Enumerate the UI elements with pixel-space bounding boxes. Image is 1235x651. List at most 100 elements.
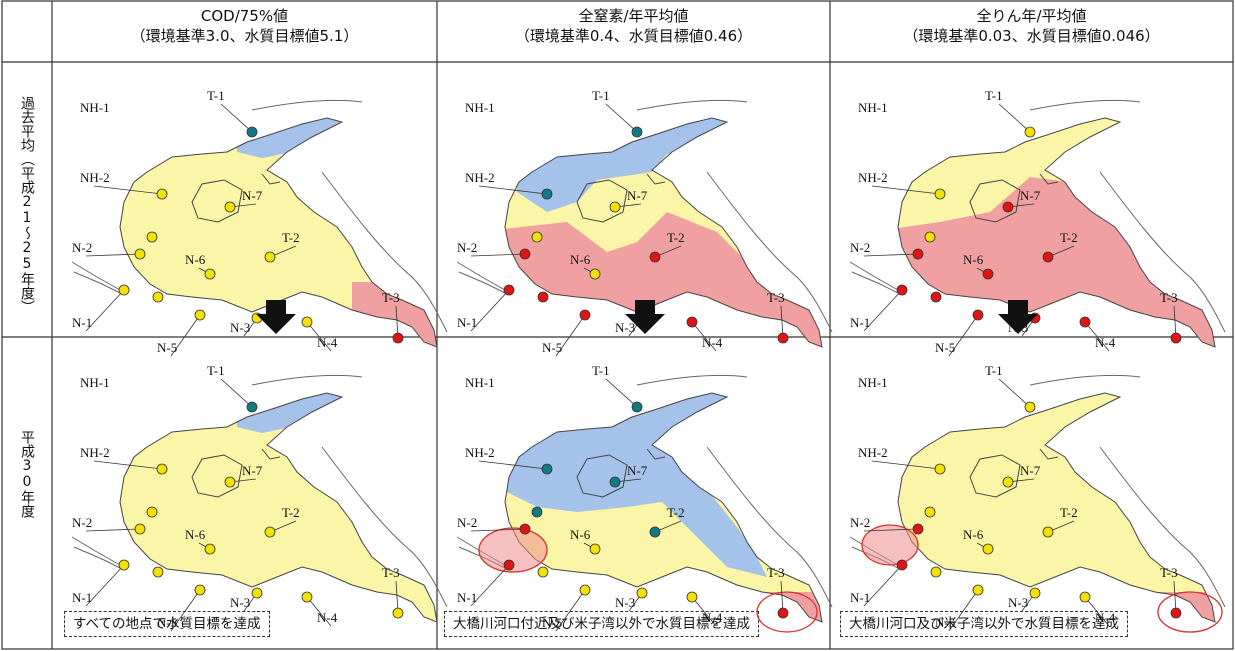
map-cod-fy30: NH-1 T-1 NH-2 N-7 T-2 N-2 N-6 T-3 N-1 N-5 N-3 N-4 <box>71 363 448 632</box>
coastline <box>321 171 448 333</box>
station-label-n-4: N-4 <box>1095 610 1116 625</box>
station-dot <box>224 201 236 213</box>
station-label-n-1: N-1 <box>72 590 92 605</box>
station-label-n-4: N-4 <box>702 610 723 625</box>
station-dot <box>246 401 258 413</box>
station-label-n-5: N-5 <box>935 615 955 630</box>
station-label-t-2: T-2 <box>282 230 300 245</box>
station-dot <box>541 188 553 200</box>
station-label-t-3: T-3 <box>382 565 400 580</box>
station-label-nh-2: NH-2 <box>465 445 495 460</box>
station-label-t-2: T-2 <box>1060 505 1078 520</box>
station-label-n-3: N-3 <box>615 595 635 610</box>
station-dot <box>1029 587 1041 599</box>
station-dot <box>224 476 236 488</box>
station-dot <box>777 332 789 344</box>
island-outline <box>191 179 243 223</box>
station-dot <box>246 126 258 138</box>
station-label-n-5: N-5 <box>542 340 562 355</box>
column-header-phosphorus: 全りん年/平均値 （環境基準0.03、水質目標値0.046） <box>830 6 1233 46</box>
station-label-n-1: N-1 <box>457 315 477 330</box>
station-label-n-3: N-3 <box>230 595 250 610</box>
station-dot <box>392 332 404 344</box>
station-label-n-5: N-5 <box>157 615 177 630</box>
station-label-n-1: N-1 <box>850 315 870 330</box>
exceedance-highlight <box>861 524 919 566</box>
station-dot <box>531 231 543 243</box>
station-dot <box>1042 526 1054 538</box>
station-dot <box>934 188 946 200</box>
station-label-t-3: T-3 <box>767 565 785 580</box>
station-label-n-4: N-4 <box>317 610 338 625</box>
station-dot <box>519 248 531 260</box>
station-dot <box>924 506 936 518</box>
station-label-n-7: N-7 <box>627 188 648 203</box>
station-dot <box>204 268 216 280</box>
station-label-t-3: T-3 <box>767 290 785 305</box>
coastline <box>1029 374 1141 386</box>
station-label-n-1: N-1 <box>850 590 870 605</box>
station-label-n-6: N-6 <box>963 527 984 542</box>
lake-outline <box>897 392 1216 623</box>
station-label-t-2: T-2 <box>667 505 685 520</box>
station-dot <box>649 526 661 538</box>
exceedance-highlight <box>478 527 548 573</box>
row-label-past-average: 過去平均（平成21〜25年度） <box>19 96 35 314</box>
coastline <box>251 99 363 111</box>
coastline <box>706 171 833 333</box>
station-dot <box>1170 332 1182 344</box>
lake-outline <box>119 117 438 348</box>
station-dot <box>146 506 158 518</box>
station-label-t-1: T-1 <box>592 88 610 103</box>
station-dot <box>194 584 206 596</box>
coastline <box>636 374 748 386</box>
station-label-n-7: N-7 <box>242 188 263 203</box>
station-label-t-3: T-3 <box>1160 290 1178 305</box>
station-label-n-6: N-6 <box>963 252 984 267</box>
lake-area <box>898 393 1215 622</box>
lake-area <box>120 393 437 622</box>
station-dot <box>537 566 549 578</box>
station-label-n-5: N-5 <box>157 340 177 355</box>
down-arrow-icon <box>256 300 296 334</box>
station-dot <box>392 607 404 619</box>
station-dot <box>264 526 276 538</box>
station-label-nh-1: NH-1 <box>80 375 110 390</box>
lake-outline <box>504 392 823 623</box>
station-dot <box>531 506 543 518</box>
station-label-nh-2: NH-2 <box>858 445 888 460</box>
station-label-t-2: T-2 <box>667 230 685 245</box>
lake-outline <box>119 392 438 623</box>
station-label-n-5: N-5 <box>542 615 562 630</box>
coastline <box>1099 446 1226 608</box>
coastline <box>636 99 748 111</box>
station-dot <box>579 309 591 321</box>
caption-cod: すべての地点で水質目標を達成 <box>64 611 270 637</box>
station-dot <box>1002 201 1014 213</box>
column-subtitle: （環境基準0.4、水質目標値0.46） <box>514 27 753 45</box>
column-title: 全りん年/平均値 <box>976 7 1087 25</box>
station-label-n-6: N-6 <box>570 527 591 542</box>
column-header-nitrogen: 全窒素/年平均値 （環境基準0.4、水質目標値0.46） <box>437 6 830 46</box>
station-label-t-3: T-3 <box>382 290 400 305</box>
station-dot <box>777 607 789 619</box>
station-dot <box>156 188 168 200</box>
station-dot <box>589 543 601 555</box>
blue-zone <box>505 393 767 577</box>
station-dot <box>686 591 698 603</box>
station-label-n-2: N-2 <box>457 515 477 530</box>
station-dot <box>631 401 643 413</box>
station-dot <box>924 231 936 243</box>
caption-nitrogen: 大橋川河口付近及び米子湾以外で水質目標を達成 <box>444 611 759 637</box>
station-dot <box>930 566 942 578</box>
station-label-n-7: N-7 <box>242 463 263 478</box>
red-zone <box>757 592 822 622</box>
station-label-n-7: N-7 <box>1020 188 1041 203</box>
column-header-cod: COD/75%値 （環境基準3.0、水質目標値5.1） <box>52 6 437 46</box>
station-dot <box>934 463 946 475</box>
station-label-t-1: T-1 <box>985 363 1003 378</box>
station-label-n-1: N-1 <box>457 590 477 605</box>
column-title: 全窒素/年平均値 <box>578 7 689 25</box>
station-dot <box>1042 251 1054 263</box>
